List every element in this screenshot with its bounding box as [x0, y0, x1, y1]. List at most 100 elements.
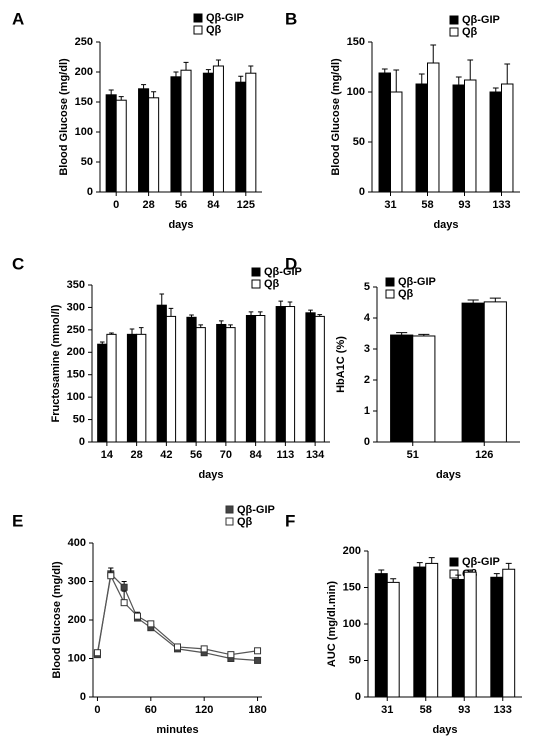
error-bar: [489, 297, 501, 302]
error-bar: [151, 91, 157, 98]
y-axis-label: Blood Glucose (mg/dl): [58, 58, 70, 176]
marker: [227, 651, 235, 659]
legend-marker: [251, 267, 261, 277]
error-bar: [378, 569, 385, 574]
error-bar: [129, 328, 135, 335]
panel-letter: F: [285, 511, 295, 530]
bar: [180, 69, 192, 193]
bar: [245, 72, 257, 193]
error-bar: [238, 75, 244, 83]
y-tick-label: 50: [349, 654, 361, 666]
panel-letter: C: [12, 254, 24, 273]
bar: [136, 333, 147, 443]
bar: [275, 306, 286, 443]
legend-marker: [225, 517, 234, 526]
x-tick-label: 56: [190, 449, 202, 461]
y-tick-label: 300: [68, 575, 86, 587]
error-bar: [393, 69, 400, 92]
y-tick-label: 150: [347, 36, 365, 48]
error-bar: [118, 96, 124, 101]
error-bar: [168, 307, 174, 317]
legend-label: Qβ: [462, 26, 478, 38]
y-tick-label: 200: [68, 614, 86, 626]
y-tick-label: 0: [364, 436, 370, 448]
error-bar: [390, 578, 397, 583]
y-tick-label: 5: [364, 281, 370, 293]
x-tick-label: 84: [250, 449, 263, 461]
error-bar: [141, 84, 147, 89]
bar: [97, 343, 108, 443]
error-bar: [257, 311, 263, 316]
x-tick-label: 93: [458, 199, 470, 211]
bar: [165, 315, 177, 443]
y-tick-label: 3: [364, 343, 370, 355]
bar: [148, 97, 160, 193]
x-axis-label: days: [168, 219, 193, 231]
bar: [464, 79, 477, 193]
bar: [106, 333, 117, 443]
x-tick-label: 93: [458, 704, 470, 716]
legend-marker: [193, 13, 203, 23]
x-tick-label: 113: [277, 449, 295, 461]
error-bar: [248, 65, 254, 74]
error-bar: [455, 574, 462, 580]
x-axis-label: days: [198, 469, 223, 481]
y-tick-label: 0: [359, 186, 365, 198]
y-axis-label: Fructosamine (mmol/l): [50, 304, 62, 422]
marker: [120, 599, 128, 607]
bar: [483, 301, 507, 443]
error-bar: [159, 293, 165, 306]
marker: [147, 620, 155, 628]
error-bar: [173, 71, 179, 77]
bar: [138, 88, 150, 193]
error-bar: [492, 87, 499, 92]
bar: [314, 315, 325, 443]
bar: [501, 83, 514, 193]
bar: [255, 315, 266, 443]
y-axis-label: Blood Glucose (mg/dl): [330, 58, 342, 176]
bar: [463, 571, 477, 698]
error-bar: [467, 299, 479, 304]
bar: [413, 566, 427, 698]
y-tick-label: 0: [80, 691, 86, 703]
x-tick-label: 134: [306, 449, 325, 461]
error-bar: [418, 73, 425, 84]
bar: [202, 72, 214, 193]
marker: [107, 572, 115, 580]
error-bar: [416, 562, 423, 568]
y-tick-label: 350: [67, 279, 85, 291]
bar: [156, 304, 167, 443]
y-tick-label: 50: [81, 156, 93, 168]
bar: [186, 316, 197, 443]
marker: [254, 647, 262, 655]
y-tick-label: 50: [353, 136, 365, 148]
panel-letter: A: [12, 9, 24, 28]
y-tick-label: 0: [87, 186, 93, 198]
legend-label: Qβ: [206, 24, 222, 36]
legend-marker: [385, 289, 395, 299]
y-tick-label: 150: [343, 581, 361, 593]
x-axis-label: days: [436, 469, 461, 481]
error-bar: [218, 320, 224, 325]
bar: [105, 94, 117, 193]
bar: [284, 306, 296, 443]
legend-label: Qβ: [237, 516, 253, 528]
bar: [170, 76, 182, 193]
error-bar: [108, 89, 114, 95]
legend-marker: [225, 505, 234, 514]
error-bar: [505, 562, 512, 570]
x-axis-label: days: [432, 724, 457, 736]
legend-marker: [193, 25, 203, 35]
legend-label: Qβ-GIP: [398, 276, 436, 288]
x-tick-label: 42: [160, 449, 172, 461]
x-tick-label: 133: [494, 704, 512, 716]
y-tick-label: 2: [364, 374, 370, 386]
y-tick-label: 200: [67, 346, 85, 358]
x-tick-label: 58: [421, 199, 433, 211]
x-tick-label: 14: [101, 449, 114, 461]
panel-letter: B: [285, 9, 297, 28]
bar: [390, 91, 403, 193]
y-tick-label: 100: [75, 126, 93, 138]
panel-letter: D: [285, 254, 297, 273]
